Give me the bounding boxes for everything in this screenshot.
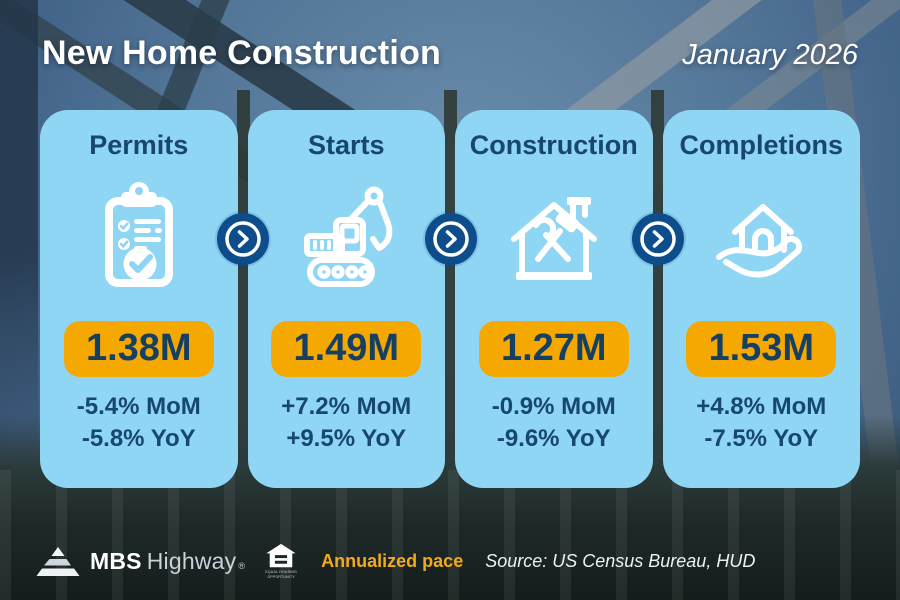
- chevron-right-icon: [424, 213, 477, 265]
- value-badge: 1.27M: [478, 321, 629, 377]
- metric-value: 1.49M: [293, 327, 400, 370]
- excavator-icon: [286, 171, 406, 299]
- chevron-right-icon: [217, 213, 269, 265]
- yoy-change: -5.8% YoY: [81, 424, 196, 452]
- card-starts: Starts 1.4: [247, 110, 445, 488]
- chevron-right-icon: [632, 213, 684, 265]
- card-title: Construction: [469, 130, 638, 160]
- brand-text: MBS Highway ®: [90, 548, 245, 575]
- metric-changes: -0.9% MoM -9.6% YoY: [492, 391, 616, 455]
- wood-beam: [0, 0, 38, 460]
- card-title: Completions: [679, 130, 843, 160]
- mom-change: -5.4% MoM: [76, 392, 201, 420]
- card-construction: Construction 1.27M -0.9% MoM: [455, 110, 653, 488]
- metric-value: 1.38M: [85, 327, 192, 370]
- metric-changes: +7.2% MoM +9.5% YoY: [281, 391, 411, 455]
- footer: MBS Highway ® EQUAL HOUSING OPPORTUNITY …: [35, 540, 755, 582]
- mom-change: +7.2% MoM: [281, 392, 412, 420]
- mom-change: -0.9% MoM: [491, 392, 616, 420]
- annualized-pace-label: Annualized pace: [321, 550, 464, 571]
- house-tools-icon: [494, 171, 614, 299]
- page-title: New Home Construction: [42, 34, 442, 72]
- metric-cards: Permits: [40, 110, 860, 488]
- metric-value: 1.53M: [708, 327, 815, 370]
- metric-value: 1.27M: [500, 327, 607, 370]
- header: New Home Construction January 2026: [42, 34, 858, 73]
- yoy-change: -7.5% YoY: [704, 424, 819, 452]
- value-badge: 1.49M: [271, 321, 422, 377]
- yoy-change: -9.6% YoY: [496, 424, 611, 452]
- registered-mark: ®: [238, 560, 246, 571]
- hand-house-icon: [701, 171, 821, 299]
- report-period: January 2026: [682, 39, 858, 71]
- source-attribution: Source: US Census Bureau, HUD: [485, 550, 756, 571]
- value-badge: 1.53M: [686, 321, 837, 377]
- metric-changes: +4.8% MoM -7.5% YoY: [696, 391, 826, 455]
- yoy-change: +9.5% YoY: [286, 424, 407, 452]
- mountain-logo-icon: [36, 547, 80, 576]
- value-badge: 1.38M: [63, 321, 214, 377]
- card-completions: Completions 1.53M +4.8% MoM -7.5% YoY: [662, 110, 860, 488]
- equal-housing-icon: [266, 544, 296, 568]
- brand-name-light: Highway: [146, 547, 237, 574]
- card-title: Permits: [89, 130, 189, 160]
- clipboard-check-icon: [79, 171, 199, 299]
- card-title: Starts: [307, 130, 385, 160]
- mom-change: +4.8% MoM: [696, 392, 827, 420]
- card-permits: Permits: [40, 110, 238, 488]
- brand-name-bold: MBS: [90, 547, 142, 574]
- metric-changes: -5.4% MoM -5.8% YoY: [77, 391, 201, 455]
- mbs-highway-logo: MBS Highway ®: [35, 545, 245, 577]
- equal-housing-logo: EQUAL HOUSING OPPORTUNITY: [263, 543, 299, 579]
- equal-housing-caption: EQUAL HOUSING OPPORTUNITY: [265, 570, 297, 579]
